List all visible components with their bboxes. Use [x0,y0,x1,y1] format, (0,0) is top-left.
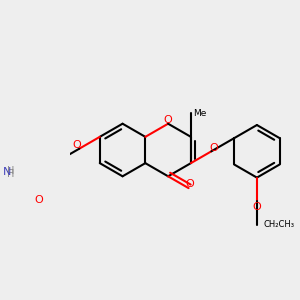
Text: O: O [209,143,218,153]
Text: H: H [7,166,14,176]
Text: CH₂CH₃: CH₂CH₃ [264,220,295,230]
Text: N: N [2,167,11,177]
Text: O: O [73,140,81,150]
Text: O: O [164,115,172,124]
Text: H: H [7,169,14,179]
Text: O: O [253,202,261,212]
Text: Me: Me [193,109,206,118]
Text: O: O [34,195,43,205]
Text: O: O [185,179,194,189]
